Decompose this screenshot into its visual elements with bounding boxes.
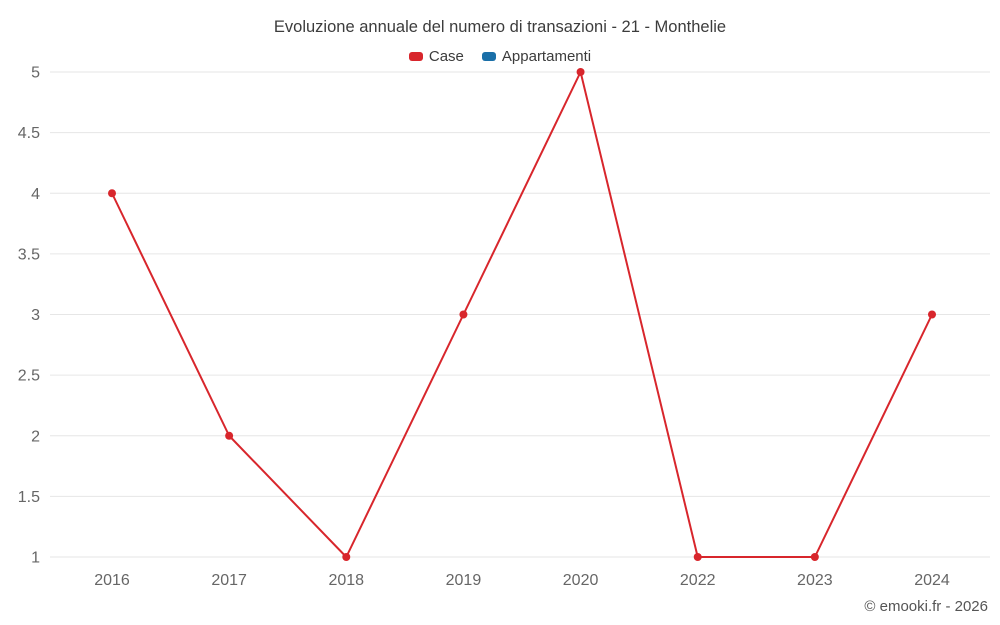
y-axis-tick-label: 2.5 xyxy=(18,368,40,385)
legend-label-appartamenti: Appartamenti xyxy=(501,48,592,65)
x-axis-tick-label: 2018 xyxy=(328,572,364,589)
y-axis-tick-label: 1 xyxy=(31,550,40,567)
y-axis-tick-label: 2 xyxy=(31,428,40,445)
y-axis-tick-label: 4 xyxy=(31,186,40,203)
y-axis-tick-label: 3.5 xyxy=(18,246,40,263)
x-axis-tick-label: 2022 xyxy=(680,572,716,589)
x-axis-tick-label: 2023 xyxy=(797,572,833,589)
legend-item-case[interactable]: Case xyxy=(408,48,464,65)
x-axis-tick-label: 2017 xyxy=(211,572,247,589)
case-series-marker-icon xyxy=(408,52,423,61)
y-axis-tick-label: 3 xyxy=(31,307,40,324)
data-point-case-2020[interactable] xyxy=(576,68,585,76)
chart-title: Evoluzione annuale del numero di transaz… xyxy=(273,18,727,36)
data-point-case-2017[interactable] xyxy=(225,431,234,440)
data-point-case-2023[interactable] xyxy=(810,553,819,561)
legend-label-case: Case xyxy=(428,48,464,65)
legend: Case Appartamenti xyxy=(0,48,1000,65)
appartamenti-series-marker-icon xyxy=(481,52,496,61)
series-line-case xyxy=(111,71,933,558)
data-point-case-2024[interactable] xyxy=(928,310,936,319)
y-axis-tick-label: 5 xyxy=(31,65,40,82)
data-point-case-2018[interactable] xyxy=(342,553,351,561)
x-axis-tick-label: 2016 xyxy=(94,572,130,589)
data-point-case-2022[interactable] xyxy=(693,553,702,561)
footer-credit: © emooki.fr - 2026 xyxy=(864,598,988,615)
legend-item-appartamenti[interactable]: Appartamenti xyxy=(481,48,592,65)
data-point-case-2016[interactable] xyxy=(108,189,116,198)
x-axis-tick-label: 2019 xyxy=(446,572,482,589)
x-axis-tick-label: 2024 xyxy=(914,572,950,589)
y-axis-tick-label: 1.5 xyxy=(18,489,40,506)
data-point-case-2019[interactable] xyxy=(459,310,468,319)
x-axis-tick-label: 2020 xyxy=(563,572,599,589)
y-axis-tick-label: 4.5 xyxy=(18,125,40,142)
